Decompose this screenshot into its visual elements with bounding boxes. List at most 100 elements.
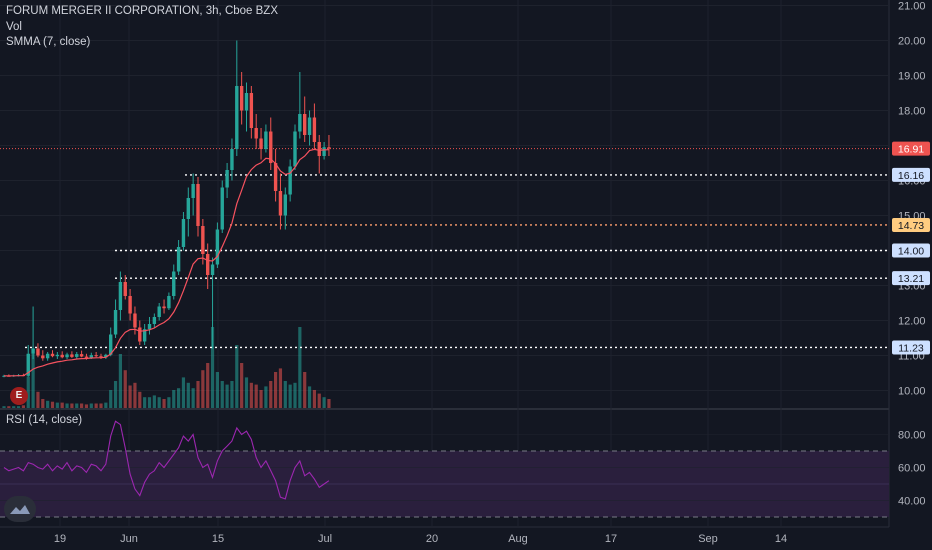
- price-level-tag: 14.73: [898, 220, 924, 232]
- candle-body: [264, 131, 268, 149]
- candle-body: [298, 114, 302, 132]
- candle-body: [259, 138, 263, 149]
- smma-legend: SMMA (7, close): [6, 36, 91, 48]
- candle-body: [89, 355, 93, 358]
- volume-bar: [322, 397, 326, 408]
- rsi-y-tick-label: 40.00: [898, 496, 926, 508]
- candle-body: [196, 184, 200, 226]
- volume-bar: [293, 382, 297, 408]
- price-level-tag-bg: [892, 243, 930, 258]
- rsi-line: [3, 420, 330, 500]
- candle-body: [322, 147, 326, 156]
- volume-bar: [317, 393, 321, 408]
- candle-body: [273, 163, 278, 191]
- volume-bar: [298, 327, 302, 408]
- candle-body: [215, 229, 220, 265]
- volume-bar: [269, 381, 273, 408]
- price-level-tag-bg: [892, 167, 930, 182]
- candle-body: [157, 306, 161, 317]
- price-level-tag: 14.00: [898, 246, 924, 258]
- volume-bar: [21, 405, 25, 408]
- x-tick-label: 15: [212, 533, 224, 545]
- volume-bar: [133, 382, 137, 408]
- candle-body: [26, 353, 30, 376]
- volume-bar: [312, 390, 316, 408]
- volume-bar: [254, 384, 258, 408]
- y-tick-label: 18.00: [898, 106, 926, 118]
- candle-body: [288, 166, 292, 195]
- volume-bar: [99, 403, 103, 408]
- candle-body: [317, 142, 321, 156]
- volume-bar: [41, 399, 45, 408]
- volume-bar: [264, 386, 268, 408]
- volume-bar: [109, 390, 113, 408]
- volume-bar: [36, 391, 40, 408]
- x-tick-label: 14: [775, 533, 787, 545]
- volume-bar: [2, 406, 6, 408]
- x-tick-label: 19: [54, 533, 66, 545]
- volume-bar: [274, 372, 278, 408]
- candle-body: [293, 131, 297, 167]
- candle-body: [269, 131, 273, 163]
- smma-line: [3, 148, 329, 377]
- volume-legend: Vol: [6, 21, 22, 33]
- price-level-tag: 13.21: [898, 273, 924, 285]
- candle-body: [206, 254, 210, 275]
- volume-bar: [196, 381, 200, 408]
- price-level-tag-bg: [892, 217, 930, 232]
- candle-body: [254, 128, 258, 139]
- candle-body: [327, 147, 331, 149]
- candle-body: [235, 86, 239, 149]
- volume-bar: [307, 386, 312, 408]
- rsi-y-tick-label: 80.00: [898, 430, 926, 442]
- volume-bar: [210, 327, 215, 408]
- chart-title: FORUM MERGER II CORPORATION, 3h, Cboe BZ…: [6, 5, 278, 17]
- candle-body: [152, 317, 157, 324]
- volume-bar: [16, 406, 21, 408]
- volume-bar: [278, 368, 283, 408]
- volume-bar: [70, 403, 74, 408]
- volume-bar: [283, 381, 287, 408]
- volume-bar: [55, 402, 59, 408]
- candle-body: [94, 355, 98, 357]
- last-price-tag-bg: [892, 141, 930, 156]
- candle-body: [176, 247, 181, 272]
- price-level-tag: 11.23: [898, 342, 924, 354]
- candle-body: [84, 356, 89, 358]
- volume-bar: [84, 404, 89, 408]
- rsi-legend: RSI (14, close): [6, 414, 83, 426]
- volume-bar: [128, 385, 132, 408]
- candle-body: [181, 219, 186, 247]
- candle-body: [50, 353, 55, 357]
- tradingview-logo-icon[interactable]: [4, 496, 36, 522]
- volume-bar: [7, 406, 11, 408]
- price-level-tag-bg: [892, 340, 930, 355]
- candle-body: [133, 313, 137, 328]
- candle-body: [31, 348, 35, 354]
- earnings-marker[interactable]: E: [10, 387, 28, 405]
- candle-body: [220, 187, 224, 230]
- x-tick-label: Aug: [508, 533, 528, 545]
- candle-body: [239, 86, 244, 111]
- candle-body: [303, 114, 307, 135]
- volume-bar: [249, 382, 253, 408]
- candle-body: [60, 354, 64, 358]
- volume-bar: [240, 363, 244, 408]
- volume-bar: [235, 345, 239, 408]
- volume-bar: [12, 406, 16, 408]
- candle-body: [162, 306, 166, 309]
- volume-bar: [181, 377, 186, 408]
- volume-bar: [162, 399, 166, 408]
- candle-body: [41, 355, 45, 359]
- volume-bar: [50, 401, 55, 408]
- candle-body: [167, 296, 171, 309]
- volume-bar: [201, 370, 205, 408]
- x-tick-label: Jun: [120, 533, 138, 545]
- candle-body: [244, 93, 249, 111]
- candle-body: [201, 226, 205, 254]
- volume-bar: [94, 403, 98, 408]
- volume-bar: [138, 391, 142, 408]
- price-level-tag: 16.16: [898, 170, 924, 182]
- candle-body: [70, 354, 74, 357]
